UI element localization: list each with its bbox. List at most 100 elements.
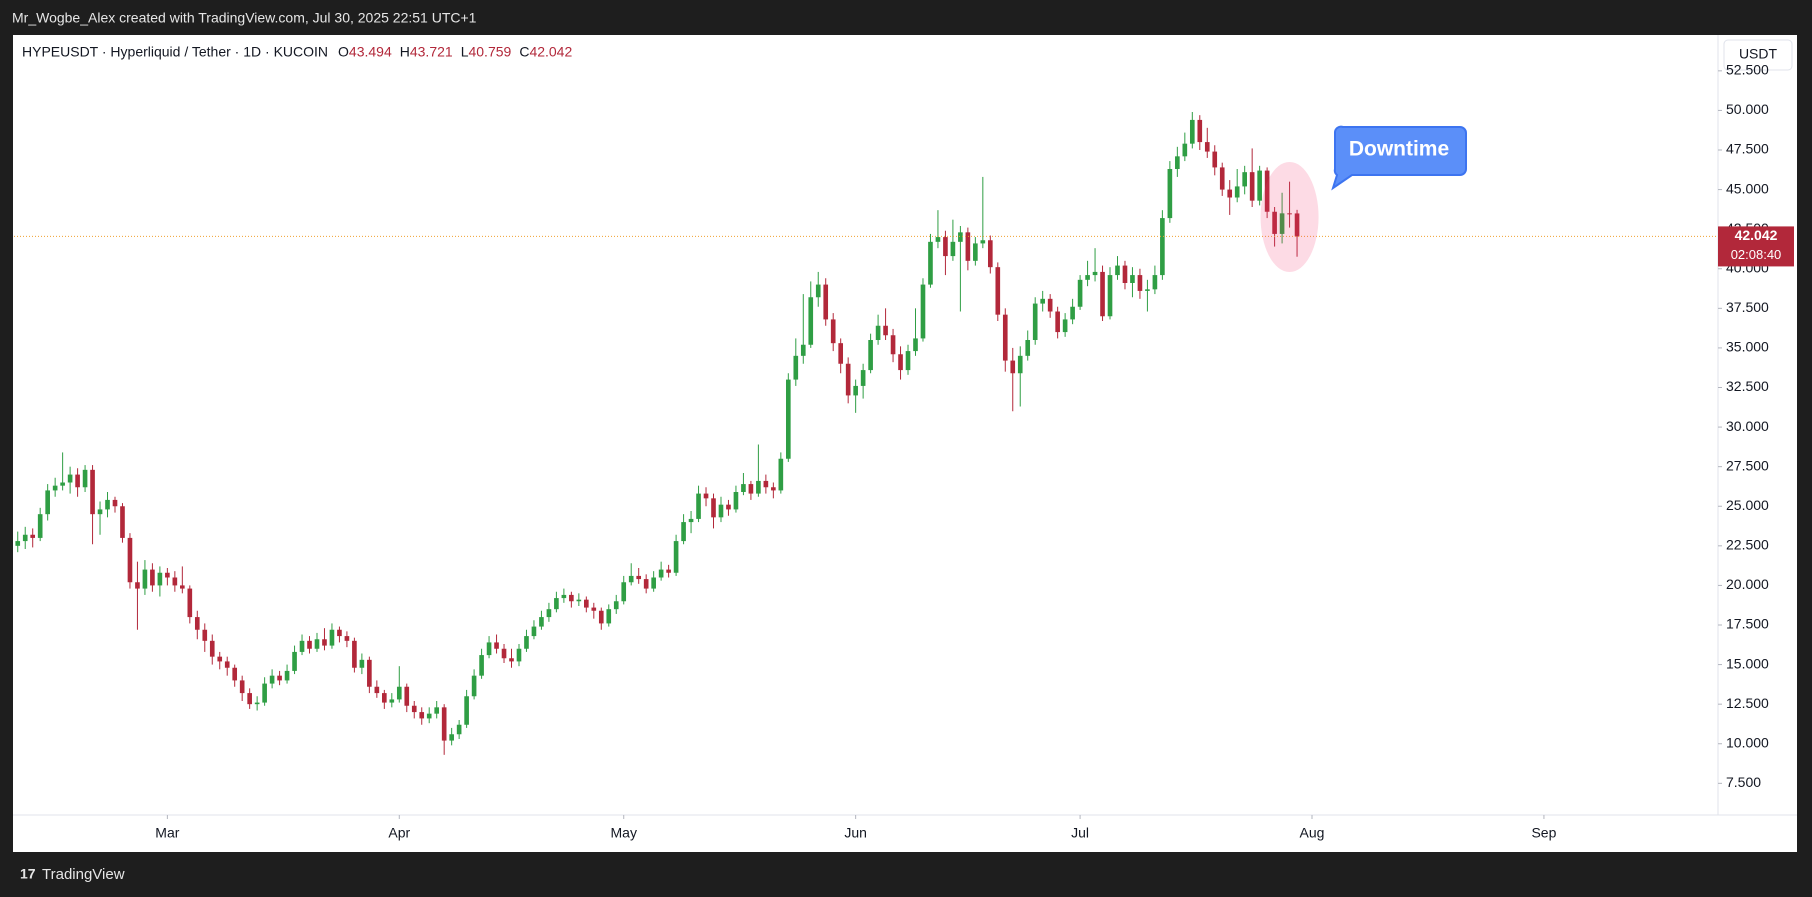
candle-body — [411, 705, 417, 713]
y-tick-label: 25.000 — [1726, 497, 1769, 513]
x-tick-label: Jul — [1071, 825, 1089, 841]
price-label-bg — [1718, 226, 1794, 267]
y-tick-label: 27.500 — [1726, 457, 1769, 473]
candle-body — [995, 267, 1001, 315]
y-tick-label: 35.000 — [1726, 339, 1769, 355]
candle-body — [180, 585, 185, 589]
candle-body — [67, 474, 73, 483]
candle-body — [733, 492, 739, 510]
x-tick-label: Apr — [388, 825, 410, 841]
logo-mark: 17 — [20, 866, 36, 882]
candle-body — [344, 636, 350, 641]
candle-body — [1219, 167, 1225, 190]
ohlc-value: 43.721 — [410, 44, 453, 60]
candle-body — [494, 642, 499, 649]
candle-body — [965, 232, 971, 261]
candle-body — [1160, 218, 1165, 276]
candle-body — [434, 707, 440, 714]
candle-body — [269, 675, 275, 684]
candle-body — [935, 237, 941, 242]
candle-body — [591, 607, 597, 611]
candle-body — [37, 514, 43, 538]
y-tick-label: 7.500 — [1726, 774, 1761, 790]
candle-body — [509, 658, 514, 662]
candle-body — [284, 670, 290, 681]
candle-body — [830, 319, 836, 344]
candle-body — [875, 325, 881, 340]
candle-body — [584, 599, 589, 608]
candle-body — [1002, 314, 1008, 361]
ohlc-label: C — [519, 44, 529, 60]
y-tick-label: 37.500 — [1726, 299, 1769, 315]
candle-body — [1257, 170, 1262, 201]
candle-body — [771, 487, 776, 491]
y-tick-label: 20.000 — [1726, 576, 1769, 592]
candle-body — [681, 522, 686, 542]
currency-button[interactable] — [1723, 39, 1793, 71]
candle-body — [785, 379, 791, 459]
brand: TradingView — [42, 866, 125, 883]
candle-body — [756, 480, 761, 494]
candle-body — [1242, 172, 1247, 187]
candle-body — [658, 569, 664, 578]
candle-body — [800, 344, 806, 356]
candle-body — [673, 541, 679, 573]
candle-body — [404, 686, 410, 706]
candle-body — [30, 534, 36, 538]
currency[interactable]: USDT — [1739, 46, 1778, 62]
candle-body — [157, 572, 163, 586]
y-tick-label: 32.500 — [1726, 378, 1769, 394]
candle-body — [546, 609, 552, 618]
candle-body — [823, 284, 829, 320]
candle-body — [1264, 170, 1270, 212]
candle-body — [299, 640, 305, 652]
candle-body — [396, 686, 402, 700]
candle-body — [539, 617, 544, 627]
candle-body — [150, 569, 155, 586]
candle-body — [778, 458, 784, 491]
candle-body — [1234, 186, 1240, 198]
candle-body — [987, 240, 993, 268]
candle-body — [793, 355, 799, 380]
candle-body — [441, 707, 447, 741]
candle-body — [696, 493, 701, 519]
y-tick-label: 30.000 — [1726, 418, 1769, 434]
candle-body — [389, 699, 395, 703]
y-tick-label: 15.000 — [1726, 655, 1769, 671]
chart-panel — [13, 35, 1797, 852]
candle-body — [1182, 143, 1188, 157]
x-tick-label: May — [611, 825, 637, 841]
candle-body — [531, 626, 537, 637]
candle-body — [763, 480, 769, 488]
candle-body — [22, 534, 28, 542]
candle-body — [314, 639, 320, 649]
ohlc-label: O — [338, 44, 349, 60]
candle-body — [1040, 298, 1046, 304]
candle-body — [598, 610, 604, 624]
candle-body — [711, 498, 716, 518]
ohlc-value: 40.759 — [468, 44, 511, 60]
candle-body — [808, 297, 814, 345]
candle-body — [718, 504, 724, 518]
price-label: 42.042 — [1735, 227, 1778, 243]
candle-body — [419, 712, 425, 719]
candle-body — [1115, 265, 1120, 276]
callout-text: Downtime — [1349, 138, 1449, 161]
candle-body — [97, 509, 103, 515]
candle-body — [120, 506, 125, 538]
candle-body — [1070, 306, 1075, 320]
candle-body — [202, 629, 208, 641]
candle-body — [292, 651, 297, 671]
candle-body — [913, 338, 918, 352]
candle-body — [666, 569, 671, 573]
candle-body — [1249, 172, 1255, 201]
candle-body — [726, 504, 731, 510]
candle-body — [1294, 213, 1300, 237]
candle-body — [741, 484, 746, 492]
candle-body — [928, 241, 933, 285]
candle-body — [905, 351, 911, 371]
candle-body — [307, 640, 312, 649]
candle-body — [75, 474, 80, 488]
ohlc-label: H — [400, 44, 410, 60]
